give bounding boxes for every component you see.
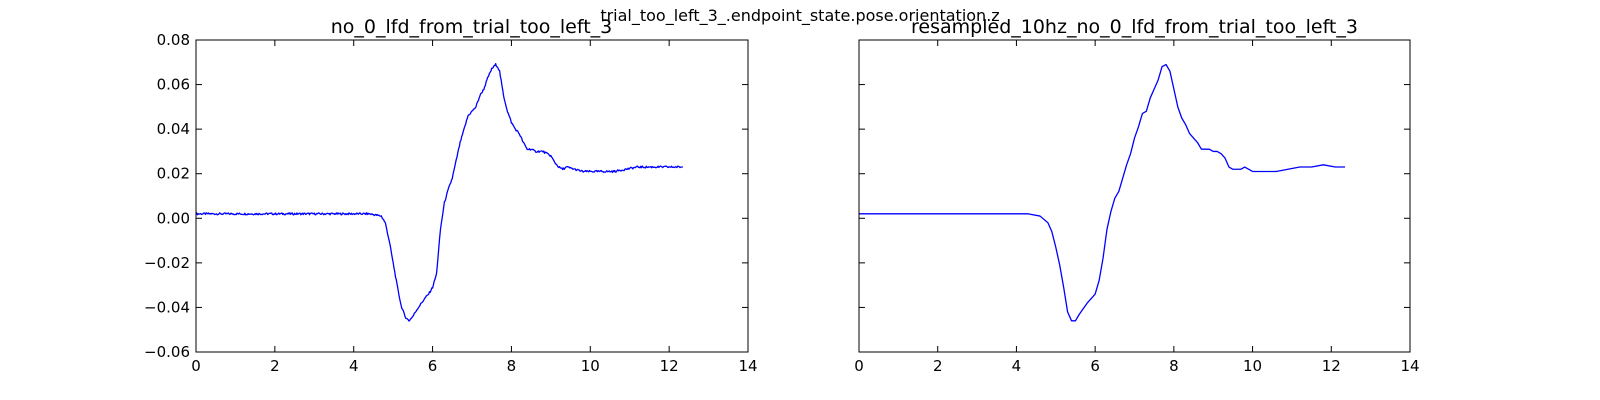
chart-left-xtick-label: 4 — [349, 357, 359, 375]
chart-left-ytick-label: 0.06 — [157, 76, 190, 94]
chart-right-xtick-label: 6 — [1090, 357, 1100, 375]
chart-left-xtick-label: 10 — [581, 357, 600, 375]
chart-left-xtick-label: 6 — [428, 357, 438, 375]
chart-left-ytick-label: −0.04 — [144, 298, 190, 316]
chart-left-series-line-0 — [195, 63, 683, 322]
chart-right-plot-frame — [858, 39, 1411, 353]
chart-left-plot-frame — [195, 39, 749, 353]
chart-left-title: no_0_lfd_from_trial_too_left_3 — [331, 16, 613, 38]
chart-left-ytick-label: −0.02 — [144, 254, 190, 272]
chart-left-ytick-label: 0.04 — [157, 120, 190, 138]
chart-right-xtick-label: 12 — [1322, 357, 1341, 375]
chart-left-xtick-label: 12 — [660, 357, 679, 375]
chart-right-xtick-label: 10 — [1243, 357, 1262, 375]
chart-right-xtick-label: 0 — [854, 357, 864, 375]
chart-right-series-line-0 — [859, 63, 1346, 322]
chart-right-xtick-label: 8 — [1169, 357, 1179, 375]
chart-left-xtick-label: 2 — [270, 357, 280, 375]
figure-suptitle: trial_too_left_3_.endpoint_state.pose.or… — [600, 6, 1000, 25]
chart-right-xtick-label: 14 — [1400, 357, 1419, 375]
chart-right-xtick-label: 2 — [933, 357, 943, 375]
chart-left-xtick-label: 14 — [738, 357, 757, 375]
chart-left-ytick-label: 0.00 — [157, 209, 190, 227]
chart-left-ytick-label: 0.02 — [157, 165, 190, 183]
chart-right-xtick-label: 4 — [1012, 357, 1022, 375]
chart-left-xtick-label: 8 — [507, 357, 517, 375]
chart-left-ytick-label: −0.06 — [144, 343, 190, 361]
chart-left-ytick-label: 0.08 — [157, 31, 190, 49]
chart-right-title: resampled_10hz_no_0_lfd_from_trial_too_l… — [911, 16, 1358, 38]
chart-left-xtick-label: 0 — [191, 357, 201, 375]
